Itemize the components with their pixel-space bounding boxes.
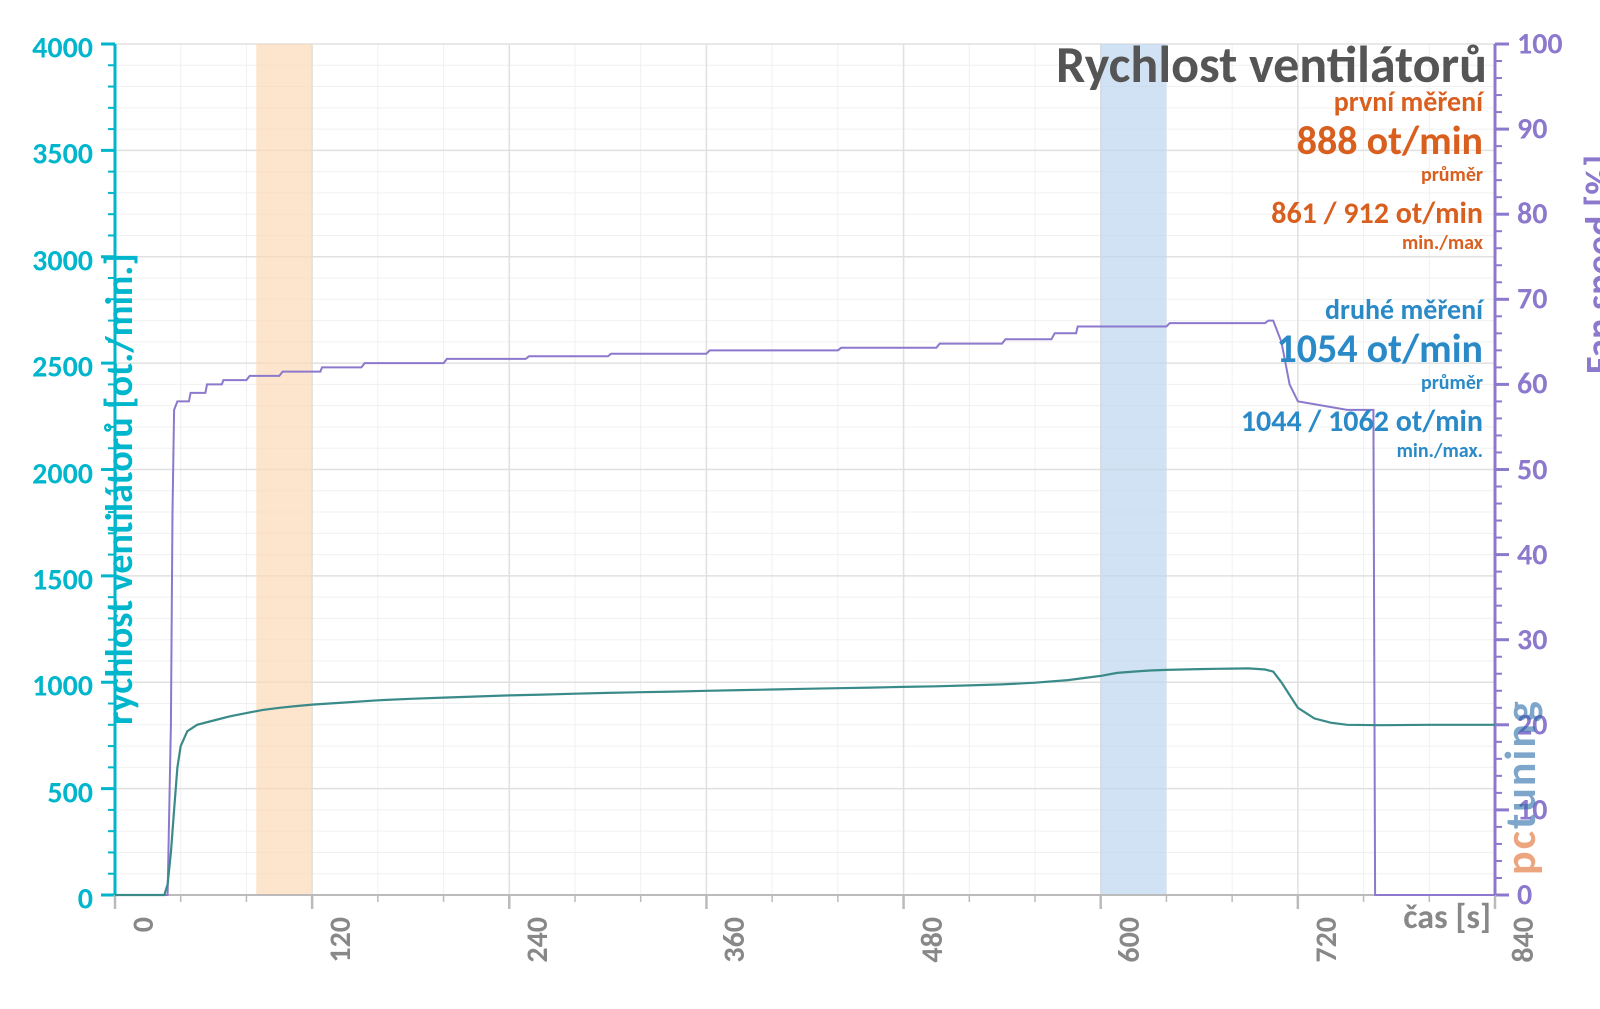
y-right-tick-90: 90 — [1517, 111, 1547, 148]
y-left-tick-1500: 1500 — [32, 561, 93, 598]
y-left-tick-4000: 4000 — [32, 30, 93, 67]
y-left-tick-2000: 2000 — [32, 455, 93, 492]
y-right-axis-label: Fan speed [%] — [1577, 155, 1600, 374]
x-tick-240: 240 — [519, 917, 556, 963]
y-right-tick-70: 70 — [1517, 281, 1547, 318]
y-right-tick-0: 0 — [1517, 877, 1532, 914]
y-left-axis-label: rychlost ventilátorů [ot./min.] — [97, 253, 143, 725]
x-tick-720: 720 — [1308, 917, 1345, 963]
y-right-tick-40: 40 — [1517, 536, 1547, 573]
y-right-tick-100: 100 — [1517, 26, 1563, 63]
y-left-tick-0: 0 — [78, 881, 93, 918]
y-right-tick-50: 50 — [1517, 451, 1547, 488]
x-tick-120: 120 — [322, 917, 359, 963]
watermark-logo: pctuning — [1493, 699, 1547, 875]
measurement-band-first — [256, 44, 312, 895]
y-right-tick-30: 30 — [1517, 621, 1547, 658]
y-left-tick-3500: 3500 — [32, 136, 93, 173]
y-left-tick-2500: 2500 — [32, 349, 93, 386]
x-tick-480: 480 — [914, 917, 951, 963]
y-left-tick-500: 500 — [47, 774, 93, 811]
measurement-band-second — [1101, 44, 1167, 895]
fan-speed-chart: Rychlost ventilátorů05001000150020002500… — [0, 0, 1600, 1009]
x-axis-label: čas [s] — [1403, 897, 1491, 938]
info-box-first: první měření 888 ot/min průměr 861 / 912… — [1271, 86, 1483, 255]
y-left-tick-3000: 3000 — [32, 242, 93, 279]
x-tick-0: 0 — [125, 917, 162, 932]
info-box-second: druhé měření 1054 ot/min průměr 1044 / 1… — [1241, 294, 1483, 463]
x-tick-360: 360 — [716, 917, 753, 963]
x-tick-840: 840 — [1505, 917, 1542, 963]
x-tick-600: 600 — [1111, 917, 1148, 963]
y-left-tick-1000: 1000 — [32, 668, 93, 705]
y-right-tick-60: 60 — [1517, 366, 1547, 403]
y-right-tick-80: 80 — [1517, 196, 1547, 233]
